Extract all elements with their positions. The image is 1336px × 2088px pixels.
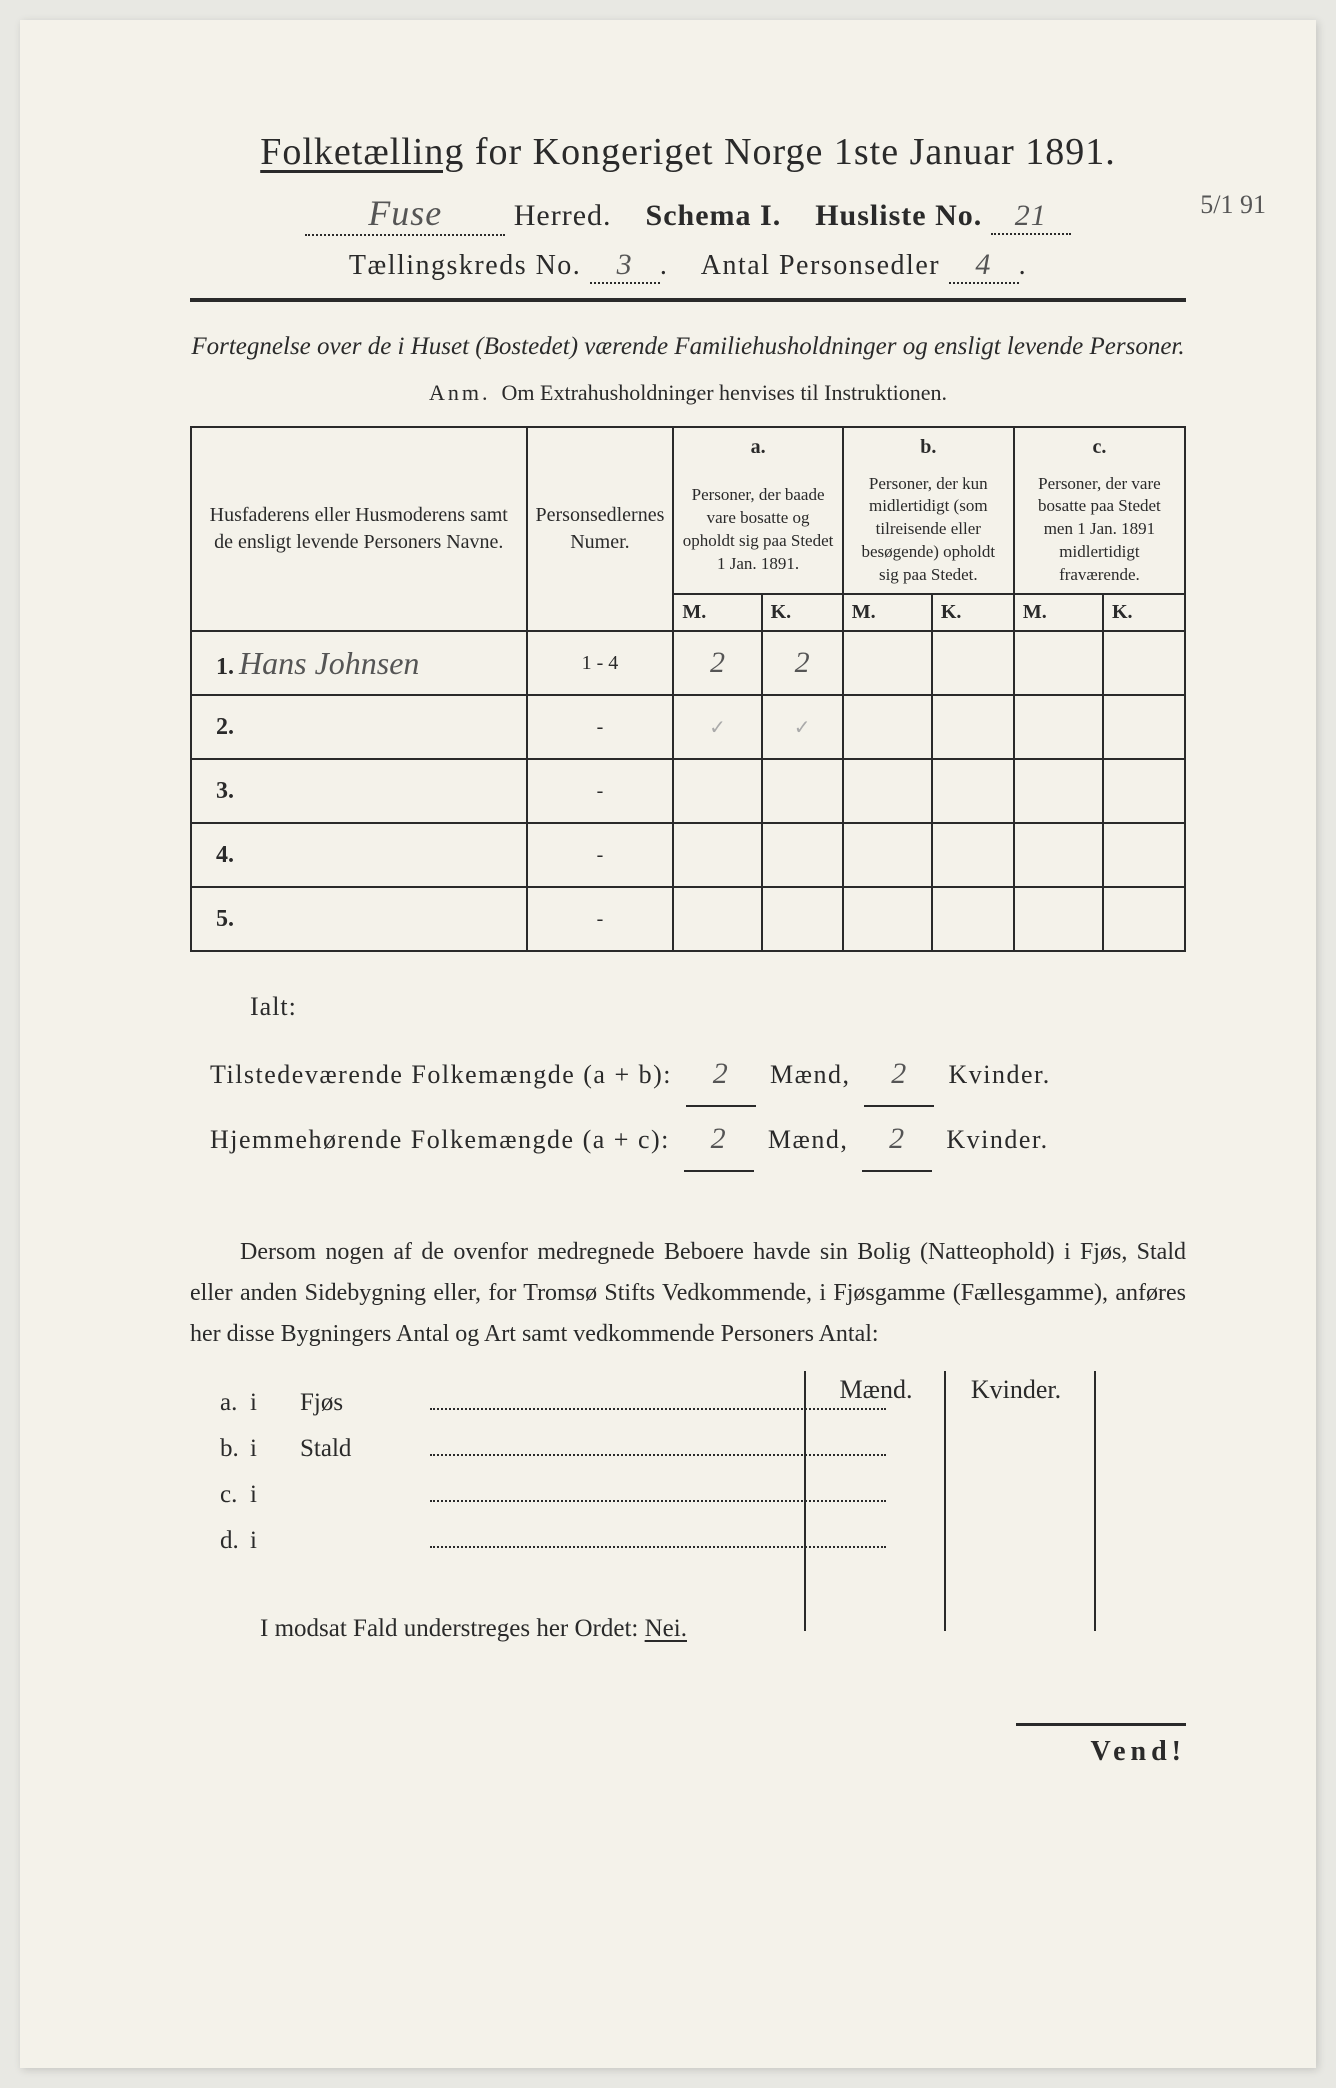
th-c-text: Personer, der vare bosatte paa Stedet me…	[1014, 467, 1185, 595]
dwelling-row: b. i Stald	[190, 1431, 1186, 1463]
herred-value: Fuse	[368, 193, 442, 233]
table-row: 2. - ✓ ✓	[191, 695, 1185, 759]
th-b-k: K.	[932, 594, 1014, 631]
th-b-label: b.	[843, 427, 1014, 467]
schema-label: Schema I.	[646, 199, 782, 232]
present-m: 2	[713, 1057, 730, 1090]
totals-present: Tilstedeværende Folkemængde (a + b): 2 M…	[210, 1042, 1186, 1107]
header-line-2: Fuse Herred. Schema I. Husliste No. 21	[190, 192, 1186, 236]
row-name: Hans Johnsen	[239, 645, 419, 681]
th-a-m: M.	[673, 594, 761, 631]
vert-divider-3	[1094, 1371, 1096, 1631]
vend-label: Vend!	[1016, 1723, 1186, 1768]
census-form-page: Folketælling for Kongeriget Norge 1ste J…	[20, 20, 1316, 2068]
margin-date-note: 5/1 91	[1200, 190, 1266, 220]
th-c-k: K.	[1103, 594, 1185, 631]
title-underlined: Folketælling	[260, 131, 464, 173]
household-table: Husfaderens eller Husmoderens samt de en…	[190, 426, 1186, 953]
subtitle: Fortegnelse over de i Huset (Bostedet) v…	[190, 328, 1186, 366]
th-name: Husfaderens eller Husmoderens samt de en…	[191, 427, 527, 632]
totals-block: Tilstedeværende Folkemængde (a + b): 2 M…	[210, 1042, 1186, 1172]
dwelling-header: Mænd.Kvinder.	[806, 1375, 1086, 1405]
husliste-label: Husliste No.	[815, 199, 982, 232]
th-b-m: M.	[843, 594, 932, 631]
present-k: 2	[891, 1057, 908, 1090]
header-line-3: Tællingskreds No. 3. Antal Personsedler …	[190, 248, 1186, 284]
dwelling-paragraph: Dersom nogen af de ovenfor medregnede Be…	[190, 1232, 1186, 1354]
th-a-k: K.	[762, 594, 843, 631]
antal-value: 4	[975, 248, 992, 281]
table-body: 1. Hans Johnsen 1 - 4 2 2 2. - ✓ ✓ 3	[191, 631, 1185, 951]
herred-label: Herred.	[514, 199, 612, 232]
vert-divider-2	[944, 1371, 946, 1631]
dwelling-row: d. i	[190, 1523, 1186, 1555]
th-c-m: M.	[1014, 594, 1103, 631]
totals-resident: Hjemmehørende Folkemængde (a + c): 2 Mæn…	[210, 1107, 1186, 1172]
title-rest: for Kongeriget Norge 1ste Januar 1891.	[464, 131, 1115, 173]
anm-label: Anm.	[429, 380, 491, 405]
th-a-label: a.	[673, 427, 842, 467]
nei-word: Nei.	[645, 1615, 687, 1642]
dwelling-block: Mænd.Kvinder. a. i Fjøs b. i Stald c. i …	[190, 1385, 1186, 1555]
page-title: Folketælling for Kongeriget Norge 1ste J…	[190, 130, 1186, 174]
th-c-label: c.	[1014, 427, 1185, 467]
kreds-value: 3	[617, 248, 634, 281]
dwelling-row: c. i	[190, 1477, 1186, 1509]
resident-k: 2	[889, 1122, 906, 1155]
table-row: 1. Hans Johnsen 1 - 4 2 2	[191, 631, 1185, 695]
table-row: 3. -	[191, 759, 1185, 823]
divider-top	[190, 298, 1186, 302]
anm-line: Anm. Om Extrahusholdninger henvises til …	[190, 380, 1186, 406]
vert-divider-1	[804, 1371, 806, 1631]
nei-line: I modsat Fald understreges her Ordet: Ne…	[190, 1615, 1186, 1643]
antal-label: Antal Personsedler	[701, 250, 940, 281]
th-a-text: Personer, der baade vare bosatte og opho…	[673, 467, 842, 595]
row-num: 1 - 4	[527, 631, 674, 695]
husliste-value: 21	[1015, 199, 1047, 232]
th-num: Personsedlernes Numer.	[527, 427, 674, 632]
resident-m: 2	[711, 1122, 728, 1155]
table-row: 5. -	[191, 887, 1185, 951]
th-b-text: Personer, der kun midlertidigt (som tilr…	[843, 467, 1014, 595]
anm-text: Om Extrahusholdninger henvises til Instr…	[502, 380, 947, 405]
ialt-label: Ialt:	[250, 992, 1186, 1022]
kreds-label: Tællingskreds No.	[349, 250, 581, 281]
table-row: 4. -	[191, 823, 1185, 887]
